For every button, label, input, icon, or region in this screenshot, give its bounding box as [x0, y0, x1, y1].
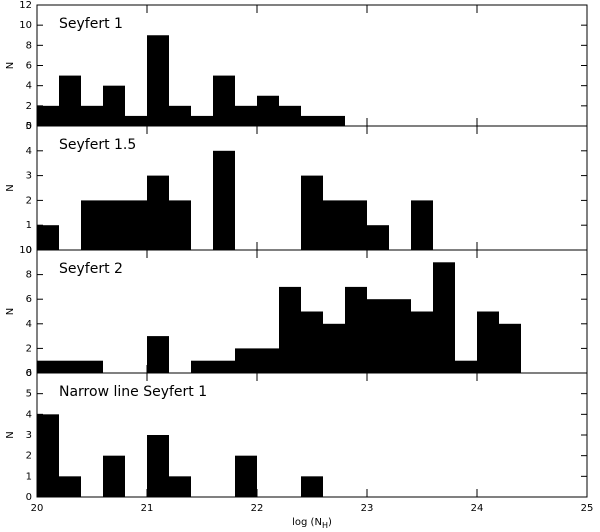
bar [169, 476, 191, 497]
bar [323, 323, 345, 373]
x-axis-label-sub: H [322, 521, 328, 530]
bar [279, 286, 301, 373]
y-axis-label: N [5, 184, 16, 191]
bar [301, 175, 323, 250]
y-tick-label: 5 [26, 389, 32, 400]
bar [147, 175, 169, 250]
y-axis-label: N [5, 308, 16, 315]
bar [147, 435, 169, 497]
y-axis-label: N [5, 62, 16, 69]
bar [81, 105, 103, 126]
panel-title: Seyfert 2 [59, 261, 123, 277]
y-tick-label: 4 [26, 319, 32, 330]
bar [169, 105, 191, 126]
bar [103, 200, 125, 250]
y-tick-label: 4 [26, 146, 32, 157]
bar [433, 262, 455, 373]
bar [147, 35, 169, 126]
bar [345, 286, 367, 373]
y-tick-label: 2 [26, 343, 32, 354]
bar [191, 115, 213, 126]
bar [59, 75, 81, 126]
y-tick-label: 0 [26, 368, 32, 379]
y-tick-label: 1 [26, 471, 32, 482]
bar [301, 115, 323, 126]
panel-title: Seyfert 1.5 [59, 137, 136, 153]
bar [411, 311, 433, 373]
x-axis-label: log (NH) [292, 517, 332, 530]
y-tick-label: 8 [26, 270, 32, 281]
x-tick-label: 22 [251, 503, 264, 514]
y-tick-label: 0 [26, 492, 32, 503]
panel-title: Seyfert 1 [59, 16, 123, 32]
y-tick-label: 0 [26, 121, 32, 132]
x-tick-label: 23 [361, 503, 374, 514]
bar [367, 225, 389, 250]
bar [389, 299, 411, 373]
x-tick-label: 21 [141, 503, 154, 514]
x-axis-label-text: log (N [292, 517, 322, 528]
bar [235, 348, 257, 373]
bar [191, 360, 213, 373]
bar [37, 105, 59, 126]
bar [59, 476, 81, 497]
y-tick-label: 4 [26, 81, 32, 92]
bar [301, 311, 323, 373]
y-tick-label: 3 [26, 171, 32, 182]
y-tick-label: 0 [26, 245, 32, 256]
y-tick-label: 3 [26, 430, 32, 441]
bar [213, 75, 235, 126]
bar [125, 115, 147, 126]
bar [103, 85, 125, 126]
bar [279, 105, 301, 126]
y-tick-label: 10 [19, 20, 32, 31]
bar [323, 200, 345, 250]
bar [499, 323, 521, 373]
y-tick-label: 6 [26, 368, 32, 379]
y-tick-label: 5 [26, 121, 32, 132]
bar [367, 299, 389, 373]
y-tick-label: 6 [26, 294, 32, 305]
bar [81, 360, 103, 373]
bar [213, 360, 235, 373]
y-axis-label: N [5, 431, 16, 438]
y-tick-label: 2 [26, 101, 32, 112]
bar [125, 200, 147, 250]
bar [301, 476, 323, 497]
x-tick-label: 20 [31, 503, 44, 514]
y-tick-label: 6 [26, 61, 32, 72]
bar [411, 200, 433, 250]
x-axis-label-end: ) [328, 517, 332, 528]
panel-title: Narrow line Seyfert 1 [59, 384, 207, 400]
bar [147, 336, 169, 373]
y-tick-label: 10 [19, 245, 32, 256]
bar [235, 455, 257, 497]
bar [169, 200, 191, 250]
bar [103, 455, 125, 497]
bar [81, 200, 103, 250]
bar [59, 360, 81, 373]
bar [345, 200, 367, 250]
y-tick-label: 2 [26, 451, 32, 462]
y-tick-label: 4 [26, 409, 32, 420]
bar [37, 360, 59, 373]
bar [235, 105, 257, 126]
x-tick-label: 25 [581, 503, 594, 514]
bar [257, 95, 279, 126]
y-tick-label: 1 [26, 220, 32, 231]
bar [213, 150, 235, 250]
bar [477, 311, 499, 373]
y-tick-label: 8 [26, 40, 32, 51]
bar [37, 225, 59, 250]
bar [257, 348, 279, 373]
bar [323, 115, 345, 126]
bar [455, 360, 477, 373]
y-tick-label: 12 [19, 0, 32, 11]
x-tick-label: 24 [471, 503, 484, 514]
y-tick-label: 2 [26, 195, 32, 206]
